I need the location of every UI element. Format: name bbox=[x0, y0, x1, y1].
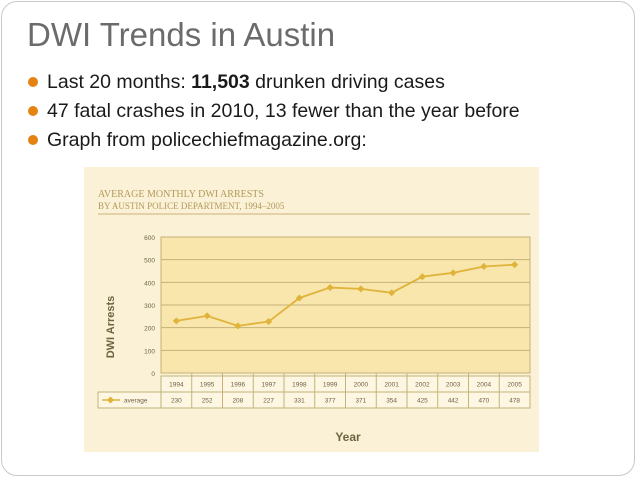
x-tick-label: 2004 bbox=[477, 382, 492, 389]
x-tick-label: 2002 bbox=[415, 382, 430, 389]
x-tick-label: 2001 bbox=[384, 382, 399, 389]
data-label: 208 bbox=[232, 398, 243, 405]
bullet-text: Graph from policechiefmagazine.org: bbox=[47, 129, 367, 151]
data-point bbox=[511, 261, 519, 269]
legend-marker bbox=[106, 396, 115, 404]
bullet-item: Last 20 months: 11,503 drunken driving c… bbox=[28, 68, 520, 97]
data-point bbox=[388, 289, 396, 297]
x-tick-label: 1997 bbox=[261, 382, 276, 389]
data-label: 377 bbox=[325, 398, 336, 405]
y-tick-label: 200 bbox=[144, 326, 155, 333]
dwi-line-chart: AVERAGE MONTHLY DWI ARRESTS BY AUSTIN PO… bbox=[97, 189, 531, 444]
x-tick-label: 1994 bbox=[169, 382, 184, 389]
data-point bbox=[265, 318, 273, 326]
bullet-list: Last 20 months: 11,503 drunken driving c… bbox=[28, 68, 520, 155]
y-tick-label: 600 bbox=[144, 235, 155, 242]
data-point bbox=[234, 322, 242, 330]
data-label: 227 bbox=[263, 398, 274, 405]
x-tick-label: 1996 bbox=[231, 382, 246, 389]
data-label: 478 bbox=[509, 398, 520, 405]
data-label: 470 bbox=[478, 398, 489, 405]
bullet-bold-text: 11,503 bbox=[191, 71, 250, 93]
data-point bbox=[449, 269, 457, 277]
y-tick-label: 0 bbox=[151, 371, 155, 378]
chart-title: AVERAGE MONTHLY DWI ARRESTS bbox=[98, 189, 264, 200]
data-label: 371 bbox=[355, 398, 366, 405]
data-point bbox=[480, 262, 488, 271]
y-axis-label: DWI Arrests bbox=[105, 296, 117, 359]
data-label: 252 bbox=[202, 398, 213, 405]
bullet-text-end: drunken driving cases bbox=[249, 71, 445, 93]
data-point bbox=[172, 317, 180, 325]
y-tick-label: 100 bbox=[144, 348, 155, 355]
data-point bbox=[295, 294, 303, 302]
y-tick-label: 300 bbox=[144, 303, 155, 310]
legend-label: average bbox=[124, 398, 148, 405]
data-point bbox=[203, 312, 211, 320]
series-line-average bbox=[176, 263, 515, 327]
x-tick-label: 2003 bbox=[446, 382, 461, 389]
data-point bbox=[326, 284, 334, 292]
bullet-item: Graph from policechiefmagazine.org: bbox=[28, 126, 520, 155]
x-axis-label: Year bbox=[335, 430, 361, 444]
data-label: 354 bbox=[386, 398, 397, 405]
y-tick-label: 500 bbox=[144, 258, 155, 265]
bullet-item: 47 fatal crashes in 2010, 13 fewer than … bbox=[28, 97, 520, 126]
data-point bbox=[357, 285, 365, 293]
bullet-text: 47 fatal crashes in 2010, 13 fewer than … bbox=[47, 100, 520, 122]
data-label: 425 bbox=[417, 398, 428, 405]
y-tick-label: 400 bbox=[144, 280, 155, 287]
x-tick-label: 1999 bbox=[323, 382, 338, 389]
x-tick-label: 2000 bbox=[354, 382, 369, 389]
x-tick-label: 1998 bbox=[292, 382, 307, 389]
x-tick-label: 1995 bbox=[200, 382, 215, 389]
plot-area: 0 100 200 300 400 500 600 average 1994 230 1995 252… bbox=[97, 235, 531, 409]
chart-subtitle: BY AUSTIN POLICE DEPARTMENT, 1994–2005 bbox=[98, 201, 285, 211]
chart-panel: AVERAGE MONTHLY DWI ARRESTS BY AUSTIN PO… bbox=[84, 167, 539, 452]
legend-cell bbox=[97, 391, 162, 409]
data-label: 442 bbox=[448, 398, 459, 405]
x-tick-label: 2005 bbox=[507, 382, 522, 389]
data-label: 230 bbox=[171, 398, 182, 405]
slide-title: DWI Trends in Austin bbox=[27, 16, 336, 53]
data-point bbox=[418, 273, 426, 281]
bullet-text: Last 20 months: bbox=[47, 71, 192, 93]
data-label: 331 bbox=[294, 398, 305, 405]
